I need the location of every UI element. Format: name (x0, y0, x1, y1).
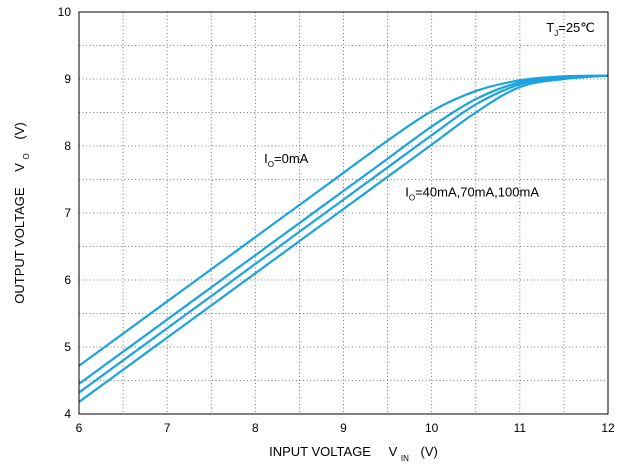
series-line-3 (78, 74, 609, 394)
y-tick-label: 8 (64, 139, 71, 153)
x-tick-label: 12 (601, 421, 615, 435)
annotation-subscript: J (554, 29, 558, 38)
annotation-2: IO=0mA (264, 151, 309, 169)
annotation-1: TJ=25℃ (546, 20, 595, 38)
annotation-3: IO=40mA,70mA,100mA (405, 184, 539, 202)
series-line-2 (78, 74, 609, 385)
x-axis-unit: (V) (421, 444, 438, 459)
y-axis-label-text: OUTPUT VOLTAGE (12, 187, 27, 304)
grid (79, 12, 608, 414)
y-tick-label: 5 (64, 340, 71, 354)
annotation-text: =25℃ (558, 20, 595, 35)
series-line-4 (78, 74, 609, 403)
y-axis-subscript: O (22, 153, 31, 159)
y-axis-unit: (V) (12, 122, 27, 139)
annotation-subscript: O (409, 193, 415, 202)
y-tick-label: 7 (64, 206, 71, 220)
plot-frame (78, 11, 609, 415)
y-axis-symbol: V (12, 163, 27, 172)
annotation-symbol: I (405, 184, 409, 199)
x-tick-label: 7 (164, 421, 171, 435)
x-axis-label-text: INPUT VOLTAGE (269, 444, 371, 459)
annotation-symbol: T (546, 20, 554, 35)
x-tick-label: 8 (252, 421, 259, 435)
y-axis-label: OUTPUT VOLTAGE V O (V) (12, 122, 32, 303)
x-axis-label: INPUT VOLTAGE V IN (V) (269, 444, 438, 464)
y-tick-labels: 4 5 6 7 8 9 10 (58, 5, 72, 421)
annotation-text: =0mA (274, 151, 309, 166)
x-tick-label: 9 (340, 421, 347, 435)
y-tick-label: 10 (58, 5, 72, 19)
annotation-subscript: O (268, 160, 274, 169)
x-tick-label: 10 (425, 421, 439, 435)
y-tick-label: 6 (64, 273, 71, 287)
x-tick-labels: 6 7 8 9 10 11 12 (76, 421, 615, 435)
annotation-text: =40mA,70mA,100mA (415, 184, 539, 199)
x-tick-label: 6 (76, 421, 83, 435)
x-axis-symbol: V (389, 444, 398, 459)
annotation-symbol: I (264, 151, 268, 166)
x-axis-subscript: IN (401, 454, 409, 463)
y-tick-label: 4 (64, 407, 71, 421)
series-line-1 (78, 74, 609, 367)
y-tick-label: 9 (64, 72, 71, 86)
curve-series (78, 74, 609, 403)
x-tick-label: 11 (514, 421, 527, 435)
